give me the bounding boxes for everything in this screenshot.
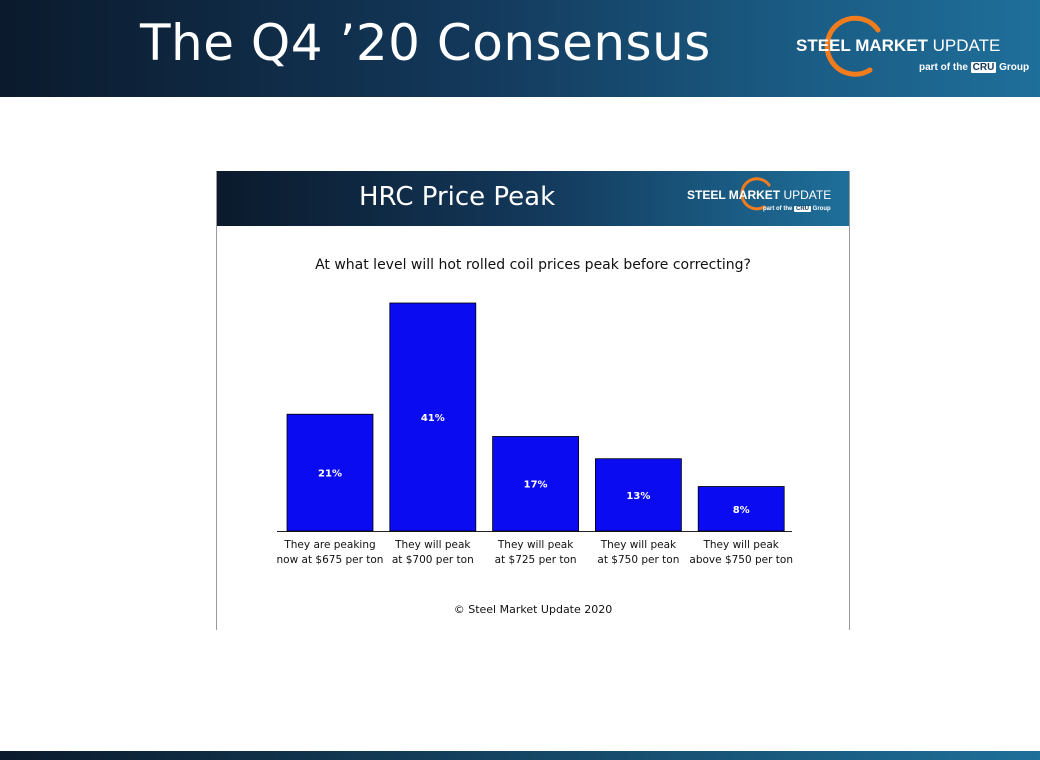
chart-logo-wordmark: STEEL MARKET UPDATE [687, 188, 832, 202]
category-label: now at $675 per ton [277, 554, 384, 566]
category-label: They are peaking [283, 539, 375, 551]
bar-value-label: 17% [524, 480, 548, 491]
chart-logo-tagline: part of the CRU Group [763, 206, 831, 212]
bar [594, 458, 682, 532]
slide-title: The Q4 ’20 Consensus [140, 14, 711, 72]
category-label: above $750 per ton [689, 554, 793, 566]
bar [697, 486, 785, 532]
survey-question: At what level will hot rolled coil price… [315, 257, 751, 273]
category-label: They will peak [600, 539, 677, 551]
slide-footer-band [0, 751, 1040, 760]
bar-value-label: 21% [318, 469, 342, 480]
logo-arc-icon [824, 15, 881, 77]
bar-value-label: 8% [733, 505, 750, 516]
category-label: They will peak [497, 539, 574, 551]
bar [389, 302, 477, 532]
bar-chart: 21% They are peaking now at $675 per ton 41… [277, 302, 793, 566]
category-label: They will peak [702, 539, 779, 551]
category-label: at $700 per ton [392, 554, 474, 566]
bar-value-label: 13% [626, 491, 650, 502]
category-label: at $750 per ton [597, 554, 679, 566]
logo-wordmark: STEEL MARKET UPDATE [796, 36, 1001, 55]
bar [286, 413, 374, 532]
bar-value-label: 41% [421, 413, 445, 424]
logo-tagline: part of the CRU Group [919, 62, 1030, 73]
category-label: They will peak [394, 539, 471, 551]
chart-panel: HRC Price Peak STEEL MARKET UPDATE part … [216, 171, 850, 630]
bar [492, 436, 580, 532]
chart-logo-arc-icon [740, 177, 771, 211]
chart-copyright: © Steel Market Update 2020 [453, 603, 613, 616]
chart-title: HRC Price Peak [359, 182, 556, 212]
category-label: at $725 per ton [495, 554, 577, 566]
slide-header-band [0, 0, 1040, 97]
